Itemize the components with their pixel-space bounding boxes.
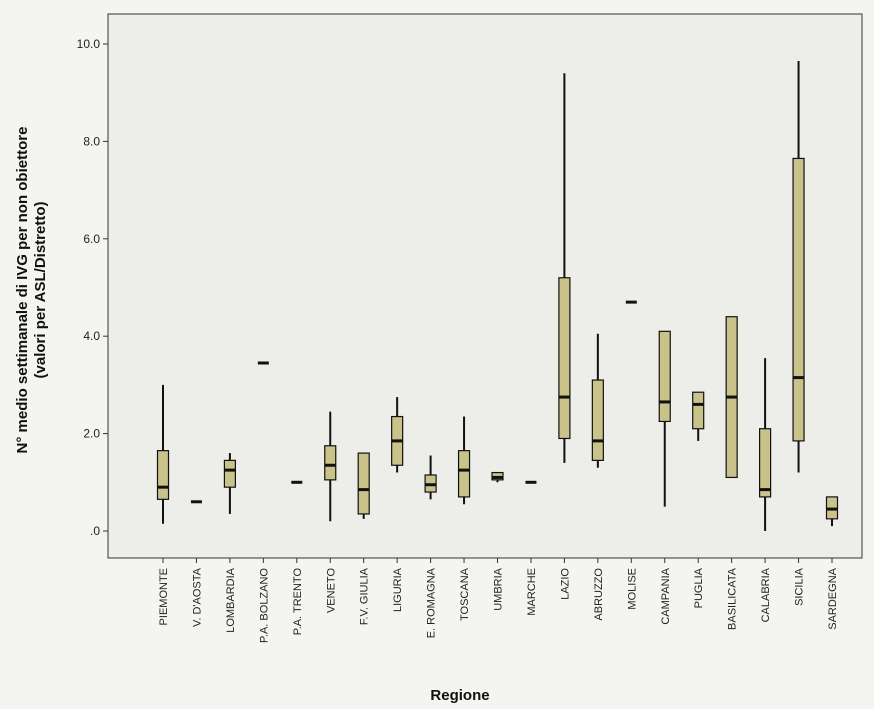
- boxplot-series: [156, 61, 839, 531]
- x-tick-label: P.A. TRENTO: [292, 568, 304, 636]
- box-basilicata: [725, 316, 738, 479]
- box-iqr: [558, 277, 571, 440]
- box-sicilia: [792, 61, 805, 473]
- box-iqr: [758, 428, 772, 498]
- box-iqr: [591, 379, 604, 461]
- y-tick-label: 10.0: [77, 37, 101, 51]
- x-tick-label: P.A. BOLZANO: [258, 568, 270, 643]
- box-toscana: [457, 416, 471, 505]
- box-abruzzo: [591, 333, 604, 468]
- x-tick-label: CALABRIA: [760, 567, 772, 622]
- x-tick-label: V. D'AOSTA: [191, 567, 203, 627]
- box-iqr: [692, 391, 705, 430]
- x-tick-label: UMBRIA: [493, 567, 505, 610]
- y-axis-title-line1: N° medio settimanale di IVG per non obie…: [14, 127, 31, 454]
- x-tick-label: SICILIA: [794, 567, 806, 606]
- y-axis: .0 2.0 4.0 6.0 8.0 10.0: [77, 37, 108, 538]
- x-tick-label: TOSCANA: [459, 567, 471, 621]
- box-iqr: [324, 445, 337, 481]
- y-tick-label: 8.0: [83, 134, 100, 148]
- x-tick-label: LOMBARDIA: [225, 567, 237, 632]
- x-tick-label: E. ROMAGNA: [426, 567, 438, 638]
- x-tick-label: PIEMONTE: [158, 568, 170, 625]
- y-tick-label: .0: [90, 524, 100, 538]
- x-tick-label: LAZIO: [559, 568, 571, 600]
- x-tick-label: PUGLIA: [693, 567, 705, 608]
- y-axis-title: N° medio settimanale di IVG per non obie…: [14, 127, 49, 454]
- x-tick-label: ABRUZZO: [593, 568, 605, 621]
- box-iqr: [658, 330, 671, 423]
- x-tick-label: MARCHE: [526, 568, 538, 616]
- y-tick-label: 4.0: [83, 329, 100, 343]
- x-tick-label: CAMPANIA: [660, 567, 672, 624]
- box-lombardia: [223, 453, 236, 514]
- plot-area: [107, 13, 863, 559]
- x-tick-label: MOLISE: [626, 568, 638, 610]
- box-umbria: [491, 471, 504, 483]
- y-axis-title-line2: (valori per ASL/Distretto): [32, 202, 49, 379]
- box-iqr: [792, 157, 805, 442]
- box-f-v-giulia: [357, 452, 370, 519]
- box-puglia: [692, 391, 705, 441]
- x-tick-label: SARDEGNA: [827, 567, 839, 629]
- box-campania: [658, 330, 671, 507]
- box-iqr: [457, 450, 471, 498]
- box-iqr: [223, 459, 236, 488]
- box-piemonte: [156, 384, 170, 524]
- x-tick-label: VENETO: [325, 568, 337, 613]
- box-e-romagna: [424, 455, 437, 500]
- x-tick-label: LIGURIA: [392, 567, 404, 612]
- x-axis-title: Regione: [430, 687, 489, 704]
- box-veneto: [324, 411, 337, 522]
- box-lazio: [558, 73, 571, 463]
- y-tick-label: 6.0: [83, 232, 100, 246]
- box-calabria: [758, 358, 772, 531]
- y-tick-label: 2.0: [83, 427, 100, 441]
- x-axis: PIEMONTE V. D'AOSTA LOMBARDIA P.A. BOLZANO P…: [158, 558, 839, 643]
- box-iqr: [357, 452, 370, 515]
- x-tick-label: BASILICATA: [727, 567, 739, 630]
- box-sardegna: [825, 496, 839, 527]
- box-liguria: [391, 397, 404, 473]
- x-tick-label: F.V. GIULIA: [359, 567, 371, 625]
- box-iqr: [156, 450, 170, 500]
